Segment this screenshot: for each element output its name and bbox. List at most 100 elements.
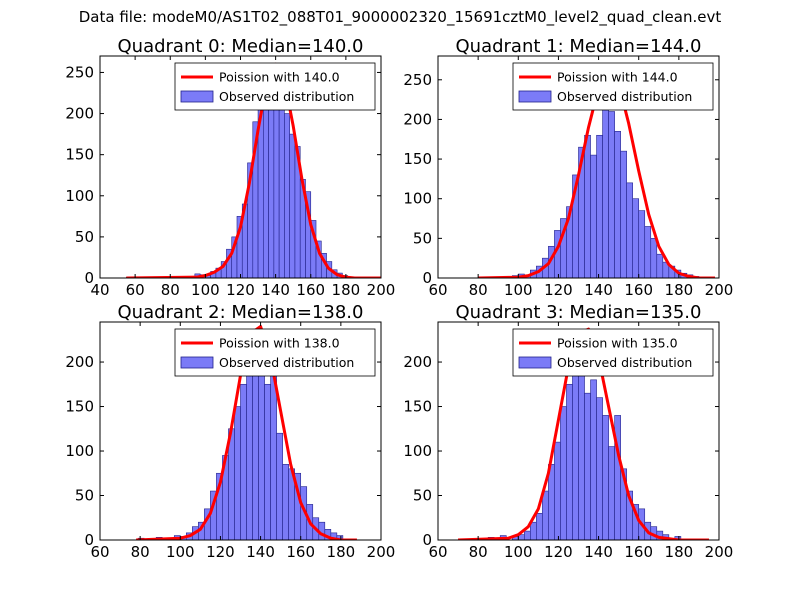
histogram-bar <box>578 348 585 540</box>
y-tick-label: 0 <box>422 531 432 549</box>
y-tick-label: 50 <box>75 228 94 246</box>
axes-frame <box>99 321 382 541</box>
panel-quadrant-2: 60 80 100 120 140 160 180 200 0 50 100 150 200 Quadra… <box>65 302 395 561</box>
histogram-bar <box>246 361 253 540</box>
x-tick-label: 60 <box>126 281 145 299</box>
x-tick-label: 40 <box>90 281 109 299</box>
legend: Poission with 138.0 Observed distribution <box>174 328 376 377</box>
x-tick-label: 120 <box>544 281 573 299</box>
histogram-bar <box>596 397 603 540</box>
histogram-bar <box>554 441 561 540</box>
histogram-bar <box>644 226 652 278</box>
x-tick-label: 80 <box>161 281 180 299</box>
panel-title: Quadrant 2: Median=138.0 <box>118 302 364 323</box>
histogram-bar <box>638 210 646 278</box>
legend-label-observed: Observed distribution <box>557 355 692 370</box>
histogram-bar <box>282 464 289 540</box>
x-tick-label: 80 <box>469 281 488 299</box>
histogram-bar <box>284 113 290 278</box>
legend-label-poisson: Poission with 144.0 <box>557 70 678 85</box>
x-tick-label: 140 <box>584 281 613 299</box>
y-tick-label: 250 <box>403 71 432 89</box>
histogram-bar <box>524 530 531 540</box>
y-tick-label: 0 <box>84 269 94 287</box>
x-tick-label: 140 <box>261 281 290 299</box>
y-tick-label: 200 <box>65 353 94 371</box>
x-tick-label: 160 <box>286 543 315 561</box>
histogram-bar <box>590 154 597 278</box>
histogram-bar <box>572 352 579 540</box>
histogram-bar <box>614 131 621 278</box>
y-tick-label: 0 <box>84 531 94 549</box>
histogram-bar <box>590 379 597 540</box>
histogram-bar <box>234 406 241 540</box>
histogram-bar <box>536 513 543 540</box>
x-tick-label: 180 <box>327 543 356 561</box>
histogram-bar <box>620 150 627 278</box>
y-tick-label: 100 <box>65 187 94 205</box>
x-tick-label: 80 <box>469 543 488 561</box>
panel-quadrant-1: 60 80 100 120 140 160 180 200 0 50 100 150 200 250 Qua… <box>403 36 733 299</box>
x-tick-label: 160 <box>624 281 653 299</box>
x-tick-label: 60 <box>428 281 447 299</box>
bars-group <box>511 63 700 278</box>
panel-quadrant-0: 40 60 80 100 120 140 160 180 200 0 50 100 150 200 250 Q… <box>65 36 395 299</box>
legend-bar-swatch <box>180 90 214 103</box>
legend-bar-swatch <box>518 356 552 369</box>
x-tick-label: 100 <box>504 281 533 299</box>
x-tick-label: 120 <box>544 543 573 561</box>
legend: Poission with 144.0 Observed distribution <box>512 62 714 111</box>
y-tick-label: 250 <box>65 63 94 81</box>
legend-bar-swatch <box>518 90 552 103</box>
x-tick-label: 60 <box>90 543 109 561</box>
panel-title: Quadrant 0: Median=140.0 <box>118 36 364 57</box>
y-tick-label: 200 <box>403 110 432 128</box>
histogram-bar <box>632 198 640 278</box>
legend-bar-swatch <box>180 356 214 369</box>
x-tick-label: 100 <box>166 543 195 561</box>
histogram-bar <box>596 134 603 278</box>
histogram-bar <box>626 182 633 278</box>
legend-label-poisson: Poission with 140.0 <box>219 70 340 85</box>
y-tick-label: 150 <box>403 398 432 416</box>
histogram-bar <box>656 253 664 278</box>
x-tick-label: 180 <box>665 543 694 561</box>
histogram-bar <box>548 464 555 540</box>
legend-label-observed: Observed distribution <box>557 89 692 104</box>
legend: Poission with 135.0 Observed distribution <box>512 328 714 377</box>
y-tick-label: 50 <box>75 487 94 505</box>
x-tick-label: 140 <box>584 543 613 561</box>
x-tick-label: 200 <box>705 281 734 299</box>
y-tick-label: 200 <box>403 353 432 371</box>
panel-quadrant-3: 60 80 100 120 140 160 180 200 0 50 100 150 200 Quadra… <box>403 302 733 561</box>
y-tick-label: 200 <box>65 105 94 123</box>
axes-frame <box>437 55 720 279</box>
y-tick-label: 100 <box>403 442 432 460</box>
y-tick-label: 100 <box>65 442 94 460</box>
histogram-bar <box>542 490 549 540</box>
legend: Poission with 140.0 Observed distribution <box>174 62 376 111</box>
x-tick-label: 200 <box>367 281 396 299</box>
histogram-bar <box>650 238 658 278</box>
y-tick-label: 50 <box>413 487 432 505</box>
x-tick-label: 160 <box>296 281 325 299</box>
x-tick-label: 200 <box>705 543 734 561</box>
panel-title: Quadrant 3: Median=135.0 <box>456 302 702 323</box>
histogram-bar <box>530 521 537 540</box>
x-tick-label: 100 <box>504 543 533 561</box>
histogram-bar <box>240 383 247 540</box>
y-tick-label: 150 <box>403 150 432 168</box>
legend-label-observed: Observed distribution <box>219 89 354 104</box>
bars-group <box>487 348 682 540</box>
x-tick-label: 80 <box>131 543 150 561</box>
x-tick-label: 180 <box>332 281 361 299</box>
y-tick-label: 50 <box>413 229 432 247</box>
histogram-bar <box>602 415 609 540</box>
histogram-bar <box>608 446 615 540</box>
y-tick-label: 100 <box>403 190 432 208</box>
histogram-bar <box>584 392 591 540</box>
x-tick-label: 140 <box>246 543 275 561</box>
histogram-bar <box>584 134 591 278</box>
poisson-line <box>136 324 357 540</box>
